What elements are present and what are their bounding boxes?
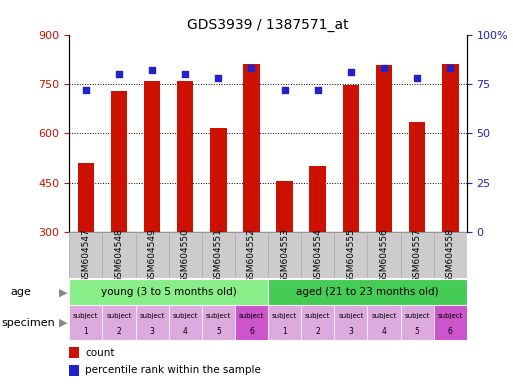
Text: 4: 4 (382, 327, 386, 336)
Bar (433, 305, 467, 340)
Text: subject: subject (305, 313, 330, 319)
Text: 1: 1 (84, 327, 88, 336)
Text: GSM604547: GSM604547 (82, 228, 90, 283)
Bar (144, 81, 161, 232)
Text: subject: subject (438, 313, 463, 319)
Bar (268, 279, 467, 305)
Text: GSM604554: GSM604554 (313, 228, 322, 283)
Bar (169, 305, 202, 340)
Text: GSM604557: GSM604557 (412, 228, 422, 283)
Point (380, 65, 388, 71)
Text: subject: subject (206, 313, 231, 319)
Text: GSM604558: GSM604558 (446, 228, 455, 283)
Text: GSM604550: GSM604550 (181, 228, 190, 283)
Text: GSM604548: GSM604548 (114, 228, 124, 283)
Bar (103, 232, 135, 278)
Text: 1: 1 (282, 327, 287, 336)
Point (214, 75, 223, 81)
Text: 3: 3 (348, 327, 353, 336)
Text: GSM604553: GSM604553 (280, 228, 289, 283)
Text: subject: subject (338, 313, 364, 319)
Text: 6: 6 (249, 327, 254, 336)
Bar (268, 305, 301, 340)
Bar (401, 232, 433, 278)
Text: GSM604556: GSM604556 (380, 228, 388, 283)
Text: GSM604552: GSM604552 (247, 228, 256, 283)
Bar (69, 347, 79, 358)
Text: subject: subject (172, 313, 198, 319)
Bar (235, 232, 268, 278)
Text: subject: subject (140, 313, 165, 319)
Text: subject: subject (73, 313, 98, 319)
Text: aged (21 to 23 months old): aged (21 to 23 months old) (296, 287, 439, 297)
Text: 2: 2 (315, 327, 320, 336)
Text: 6: 6 (448, 327, 452, 336)
Bar (235, 305, 268, 340)
Text: GSM604549: GSM604549 (148, 228, 156, 283)
Bar (442, 64, 459, 232)
Text: ▶: ▶ (59, 318, 68, 328)
Text: GSM604555: GSM604555 (346, 228, 356, 283)
Bar (69, 365, 79, 376)
Point (115, 71, 123, 77)
Bar (343, 84, 359, 232)
Text: 3: 3 (150, 327, 154, 336)
Title: GDS3939 / 1387571_at: GDS3939 / 1387571_at (187, 18, 349, 32)
Bar (103, 305, 135, 340)
Text: subject: subject (404, 313, 430, 319)
Text: subject: subject (239, 313, 264, 319)
Text: 5: 5 (216, 327, 221, 336)
Bar (210, 129, 227, 232)
Bar (334, 232, 367, 278)
Bar (69, 305, 103, 340)
Text: subject: subject (371, 313, 397, 319)
Text: age: age (10, 287, 31, 297)
Bar (177, 81, 193, 232)
Point (446, 65, 455, 71)
Bar (111, 91, 127, 232)
Bar (69, 279, 268, 305)
Bar (277, 181, 293, 232)
Text: specimen: specimen (1, 318, 55, 328)
Bar (309, 166, 326, 232)
Bar (202, 305, 235, 340)
Bar (268, 232, 301, 278)
Bar (367, 305, 401, 340)
Text: 2: 2 (116, 327, 122, 336)
Bar (135, 232, 169, 278)
Point (347, 69, 355, 75)
Text: count: count (85, 348, 115, 358)
Bar (301, 232, 334, 278)
Point (281, 87, 289, 93)
Bar (376, 65, 392, 232)
Text: percentile rank within the sample: percentile rank within the sample (85, 365, 261, 375)
Bar (401, 305, 433, 340)
Point (413, 75, 421, 81)
Point (82, 87, 90, 93)
Text: young (3 to 5 months old): young (3 to 5 months old) (101, 287, 236, 297)
Text: GSM604551: GSM604551 (214, 228, 223, 283)
Bar (169, 232, 202, 278)
Bar (202, 232, 235, 278)
Bar (69, 232, 103, 278)
Text: ▶: ▶ (59, 287, 68, 297)
Bar (301, 305, 334, 340)
Bar (367, 232, 401, 278)
Bar (334, 305, 367, 340)
Bar (77, 163, 94, 232)
Bar (243, 64, 260, 232)
Point (148, 67, 156, 73)
Text: subject: subject (106, 313, 132, 319)
Text: 4: 4 (183, 327, 188, 336)
Point (181, 71, 189, 77)
Bar (409, 122, 425, 232)
Bar (433, 232, 467, 278)
Text: 5: 5 (415, 327, 420, 336)
Point (247, 65, 255, 71)
Bar (135, 305, 169, 340)
Point (313, 87, 322, 93)
Text: subject: subject (272, 313, 298, 319)
